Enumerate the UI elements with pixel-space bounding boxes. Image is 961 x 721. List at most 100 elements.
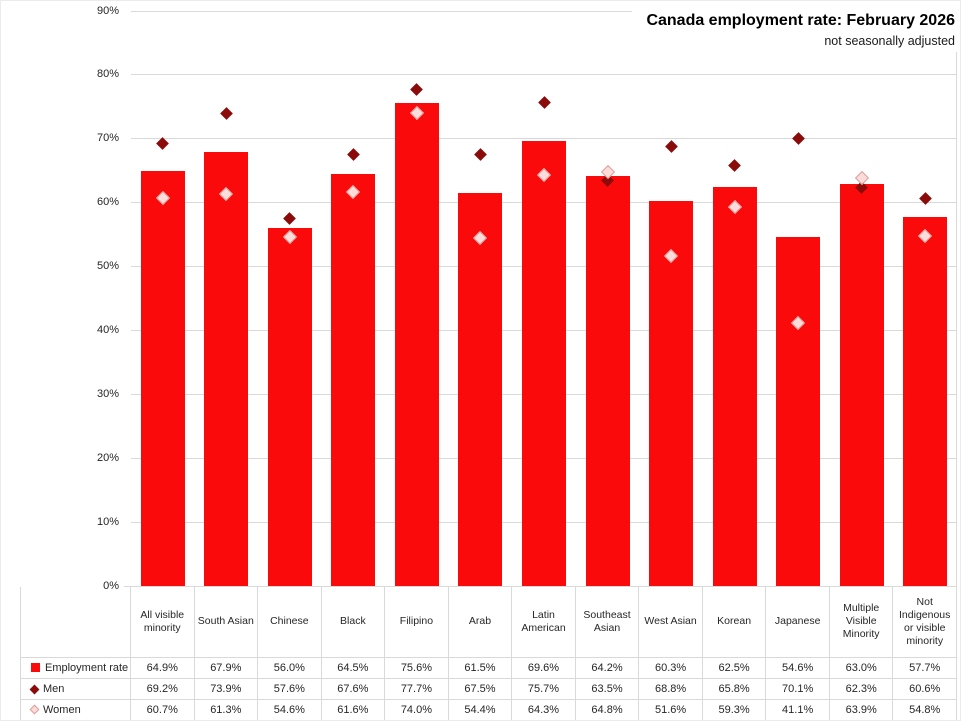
plot-right-border [956,11,957,586]
value-cell: 70.1% [766,677,830,700]
value-cell: 54.6% [766,656,830,678]
value-cell: 57.6% [258,677,322,700]
employment-rate-bar [140,171,185,586]
employment-rate-bar [649,200,694,586]
category-header-cell: Latin American [512,587,576,657]
value-cell: 63.0% [829,656,894,678]
men-marker-diamond [918,192,932,206]
value-cell: 61.3% [194,699,259,720]
value-cell: 60.6% [893,677,957,700]
value-cell: 77.7% [385,677,449,700]
men-marker-diamond [156,137,170,151]
employment-rate-bar [839,183,884,586]
men-marker-diamond [347,147,360,161]
value-cell: 65.8% [702,677,767,700]
value-cell: 68.8% [639,677,703,700]
legend-cell: Men [20,677,131,700]
y-axis-tick-label: 50% [96,260,119,273]
legend-label: Men [43,683,65,696]
value-cell: 64.9% [131,656,195,678]
men-marker-diamond [728,159,741,172]
employment-rate-bar [331,173,376,586]
category-header-cell: Southeast Asian [576,587,640,657]
legend-cell: Women [20,699,131,720]
y-axis-tick-label: 40% [96,323,119,336]
men-marker-diamond [537,95,551,109]
gridline [131,10,957,12]
men-marker-diamond [219,107,233,121]
chart-title-block: Canada employment rate: February 2026 no… [632,9,957,52]
employment-rate-bar [204,152,249,586]
category-header-cell: Chinese [258,587,322,657]
category-header-cell: Korean [703,587,767,657]
value-cell: 60.3% [639,656,703,678]
employment-rate-legend-icon [31,663,40,673]
category-header-cell: Filipino [385,587,449,657]
value-cell: 54.4% [448,699,513,720]
category-header-cell: Black [322,587,386,657]
data-table: All visible minority South Asian Chinese Bl… [20,587,957,720]
category-header-cell: Not Indigenous or visible minority [893,587,957,657]
value-cell: 51.6% [639,699,703,720]
value-cell: 41.1% [766,699,830,720]
employment-rate-bar [776,237,821,586]
value-cell: 67.9% [194,656,259,678]
x-axis-line [124,586,957,587]
value-cell: 64.5% [321,656,386,678]
category-header-cell: Arab [449,587,513,657]
category-header-cell: All visible minority [131,587,195,657]
y-axis-tick-label: 60% [96,196,119,209]
value-cell: 69.6% [512,656,576,678]
value-cell: 73.9% [194,677,259,700]
value-cell: 56.0% [258,656,322,678]
value-cell: 54.6% [258,699,322,720]
value-cell: 64.2% [575,656,640,678]
men-marker-diamond [791,131,805,145]
legend-cell: Employment rate [20,656,131,678]
plot-area [131,10,957,586]
men-marker-diamond [283,211,297,225]
value-cell: 64.3% [512,699,576,720]
men-legend-icon [29,684,40,695]
employment-rate-bar [585,175,630,586]
chart-subtitle: not seasonally adjusted [824,34,955,48]
employment-rate-bar [458,193,503,586]
category-header-cell: West Asian [639,587,703,657]
category-header-cell: Multiple Visible Minority [830,587,894,657]
y-axis-tick-label: 30% [96,387,119,400]
value-cell: 67.5% [448,677,513,700]
category-header-cell: Japanese [766,587,830,657]
value-cell: 67.6% [321,677,386,700]
table-corner-cell [20,587,131,657]
value-cell: 75.6% [385,656,449,678]
gridline [131,74,957,76]
employment-rate-bar [712,186,757,586]
men-marker-diamond [410,83,424,96]
value-cell: 64.8% [575,699,640,720]
employment-rate-bar [903,217,948,586]
value-cell: 60.7% [131,699,195,720]
value-cell: 62.3% [829,677,894,700]
employment-rate-bar [267,228,312,586]
value-cell: 69.2% [131,677,195,700]
men-marker-diamond [474,148,487,162]
legend-label: Women [43,703,81,716]
value-cell: 63.9% [829,699,894,720]
category-header-cell: South Asian [195,587,259,657]
legend-label: Employment rate [45,661,129,674]
y-axis-tick-label: 0% [103,579,119,592]
y-axis-tick-label: 10% [96,515,119,528]
women-legend-icon [29,705,40,715]
employment-rate-bar [522,141,566,586]
employment-rate-bar [394,103,439,586]
value-cell: 62.5% [702,656,767,678]
value-cell: 61.5% [448,656,513,678]
value-cell: 54.8% [893,699,957,720]
value-cell: 57.7% [893,656,957,678]
value-cell: 74.0% [385,699,449,720]
value-cell: 75.7% [512,677,576,700]
y-axis-tick-label: 80% [96,68,119,81]
y-axis-tick-label: 70% [96,132,119,145]
value-cell: 61.6% [321,699,386,720]
